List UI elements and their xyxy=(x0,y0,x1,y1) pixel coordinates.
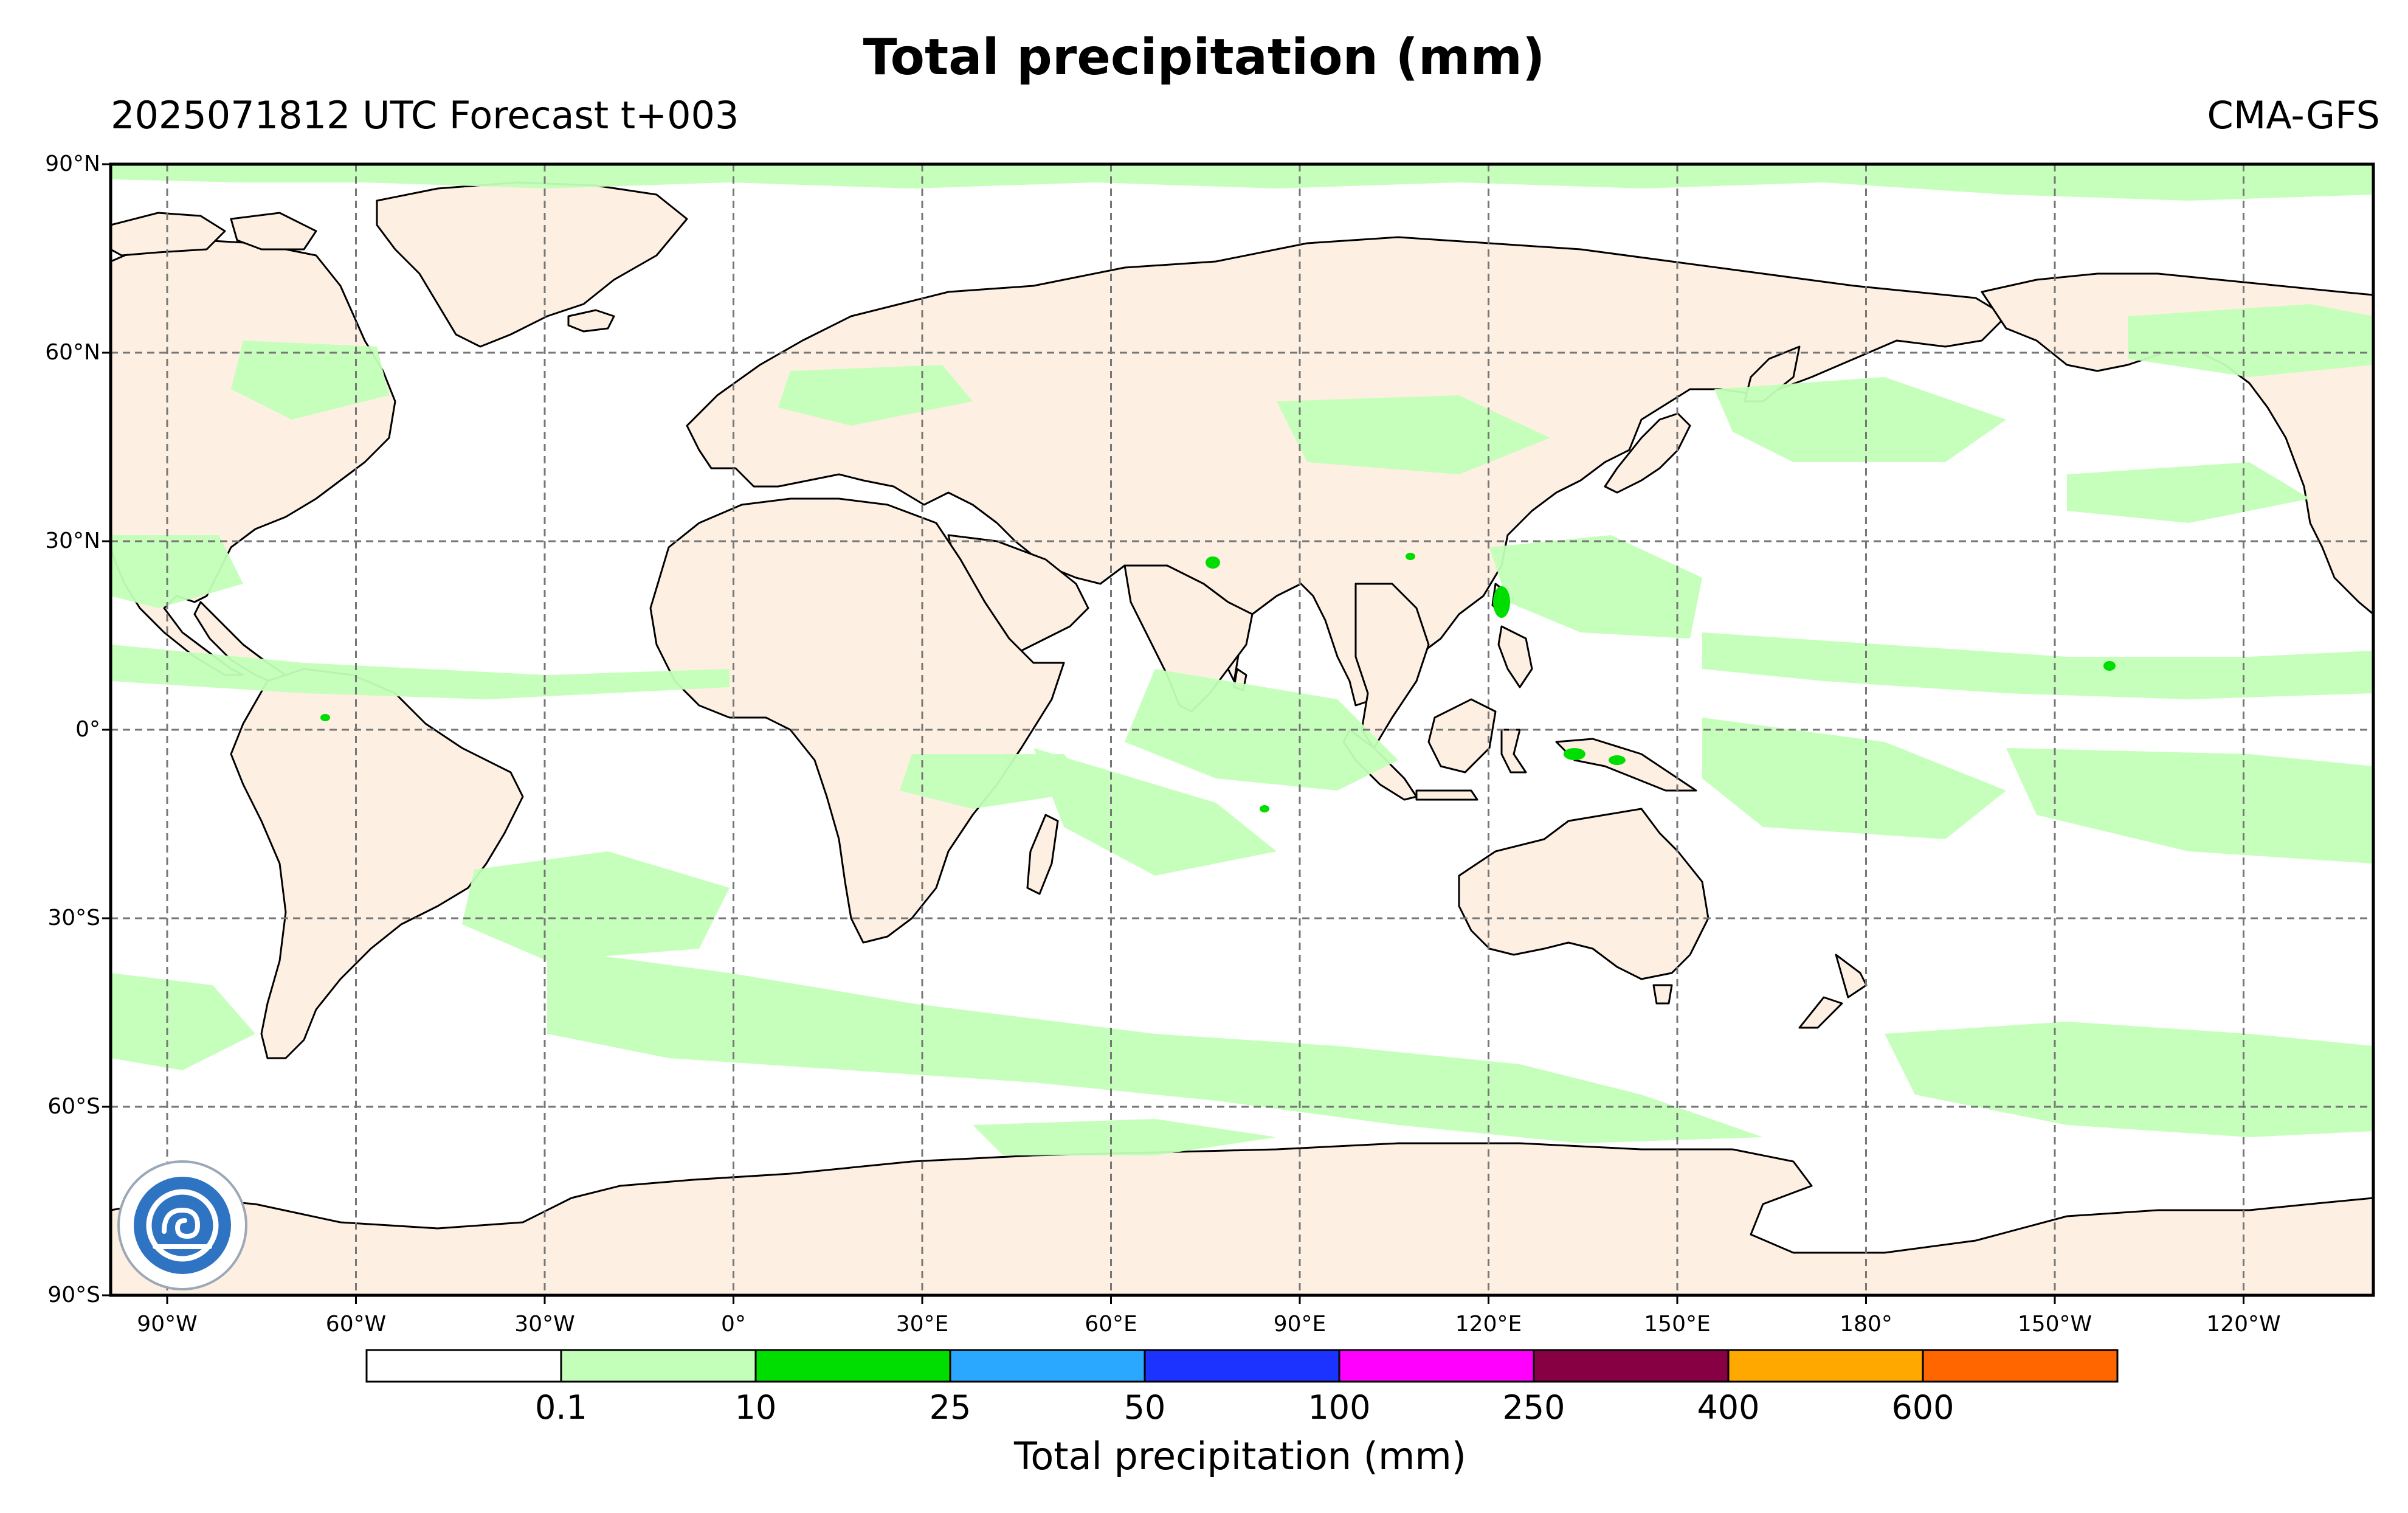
land-antarctica xyxy=(111,1142,2373,1295)
precip-south-atlantic xyxy=(462,851,730,961)
land-madagascar xyxy=(1026,814,1059,895)
precipitation-areas xyxy=(111,164,2373,1155)
latitude-label: 90°N xyxy=(45,151,100,176)
map-layers xyxy=(111,164,2373,1295)
longitude-label: 0° xyxy=(721,1312,746,1337)
longitude-label: 30°W xyxy=(514,1312,575,1337)
graticule xyxy=(111,164,2373,1295)
land-new-guinea xyxy=(1555,738,1697,792)
land-japan xyxy=(1604,412,1691,494)
latitude-label: 60°N xyxy=(45,340,100,365)
colorbar-boundary-label: 0.1 xyxy=(535,1388,587,1427)
colorbar-boundary-label: 600 xyxy=(1891,1388,1954,1427)
model-name-label: CMA-GFS xyxy=(2207,93,2380,137)
land-borneo xyxy=(1427,698,1497,774)
longitude-label: 120°W xyxy=(2206,1312,2281,1337)
longitude-label: 60°W xyxy=(325,1312,387,1337)
cma-logo xyxy=(117,1160,247,1290)
land-eurasia xyxy=(686,236,2007,707)
colorbar-bin xyxy=(365,1349,562,1383)
precip-indian-ocean xyxy=(1125,669,1398,791)
precip-north-pacific xyxy=(1714,377,2006,462)
precip-arctic-band xyxy=(111,164,2373,201)
longitude-label: 90°E xyxy=(1273,1312,1326,1337)
longitude-label: 180° xyxy=(1840,1312,1892,1337)
colorbar-bin xyxy=(1144,1349,1340,1383)
land-australia xyxy=(1458,808,1709,980)
latitude-label: 30°N xyxy=(45,528,100,553)
colorbar-bin xyxy=(754,1349,951,1383)
precip-southern-ocean-2 xyxy=(1885,1022,2373,1137)
land-arctic-islands xyxy=(111,212,226,257)
forecast-run-label: 2025071812 UTC Forecast t+003 xyxy=(111,93,739,137)
colorbar-title: Total precipitation (mm) xyxy=(1014,1434,1466,1478)
longitude-label: 150°E xyxy=(1644,1312,1711,1337)
colorbar-bin xyxy=(949,1349,1146,1383)
precip-western-pacific xyxy=(1489,535,1702,639)
longitude-label: 150°W xyxy=(2017,1312,2092,1337)
land-africa xyxy=(649,497,1065,944)
colorbar-bin xyxy=(1922,1349,2119,1383)
chart-title: Total precipitation (mm) xyxy=(863,29,1545,86)
colorbar xyxy=(365,1349,2119,1383)
axis-ticks xyxy=(102,163,2244,1304)
longitude-label: 90°W xyxy=(137,1312,198,1337)
colorbar-boundary-label: 400 xyxy=(1697,1388,1760,1427)
colorbar-bin xyxy=(560,1349,757,1383)
latitude-label: 60°S xyxy=(47,1094,100,1119)
colorbar-boundary-label: 250 xyxy=(1502,1388,1565,1427)
colorbar-boundary-label: 25 xyxy=(929,1388,971,1427)
latitude-label: 0° xyxy=(75,717,100,742)
colorbar-bin xyxy=(1727,1349,1924,1383)
colorbar-bin xyxy=(1338,1349,1535,1383)
longitude-label: 120°E xyxy=(1455,1312,1522,1337)
longitude-label: 30°E xyxy=(895,1312,949,1337)
colorbar-boundary-label: 10 xyxy=(734,1388,777,1427)
colorbar-boundary-label: 100 xyxy=(1308,1388,1371,1427)
precip-itcz-pacific xyxy=(1702,632,2373,699)
longitude-label: 60°E xyxy=(1085,1312,1137,1337)
land-iceland xyxy=(567,309,615,333)
moderate-precipitation-spots xyxy=(320,553,2116,812)
land-indochina xyxy=(1354,583,1430,749)
precip-itcz-atlantic xyxy=(111,645,730,699)
latitude-label: 90°S xyxy=(47,1283,100,1307)
precip-southern-ocean-1 xyxy=(547,949,1763,1143)
land-south-america xyxy=(230,668,524,1059)
colorbar-bin xyxy=(1533,1349,1730,1383)
latitude-label: 30°S xyxy=(47,905,100,930)
colorbar-boundary-label: 50 xyxy=(1123,1388,1166,1427)
